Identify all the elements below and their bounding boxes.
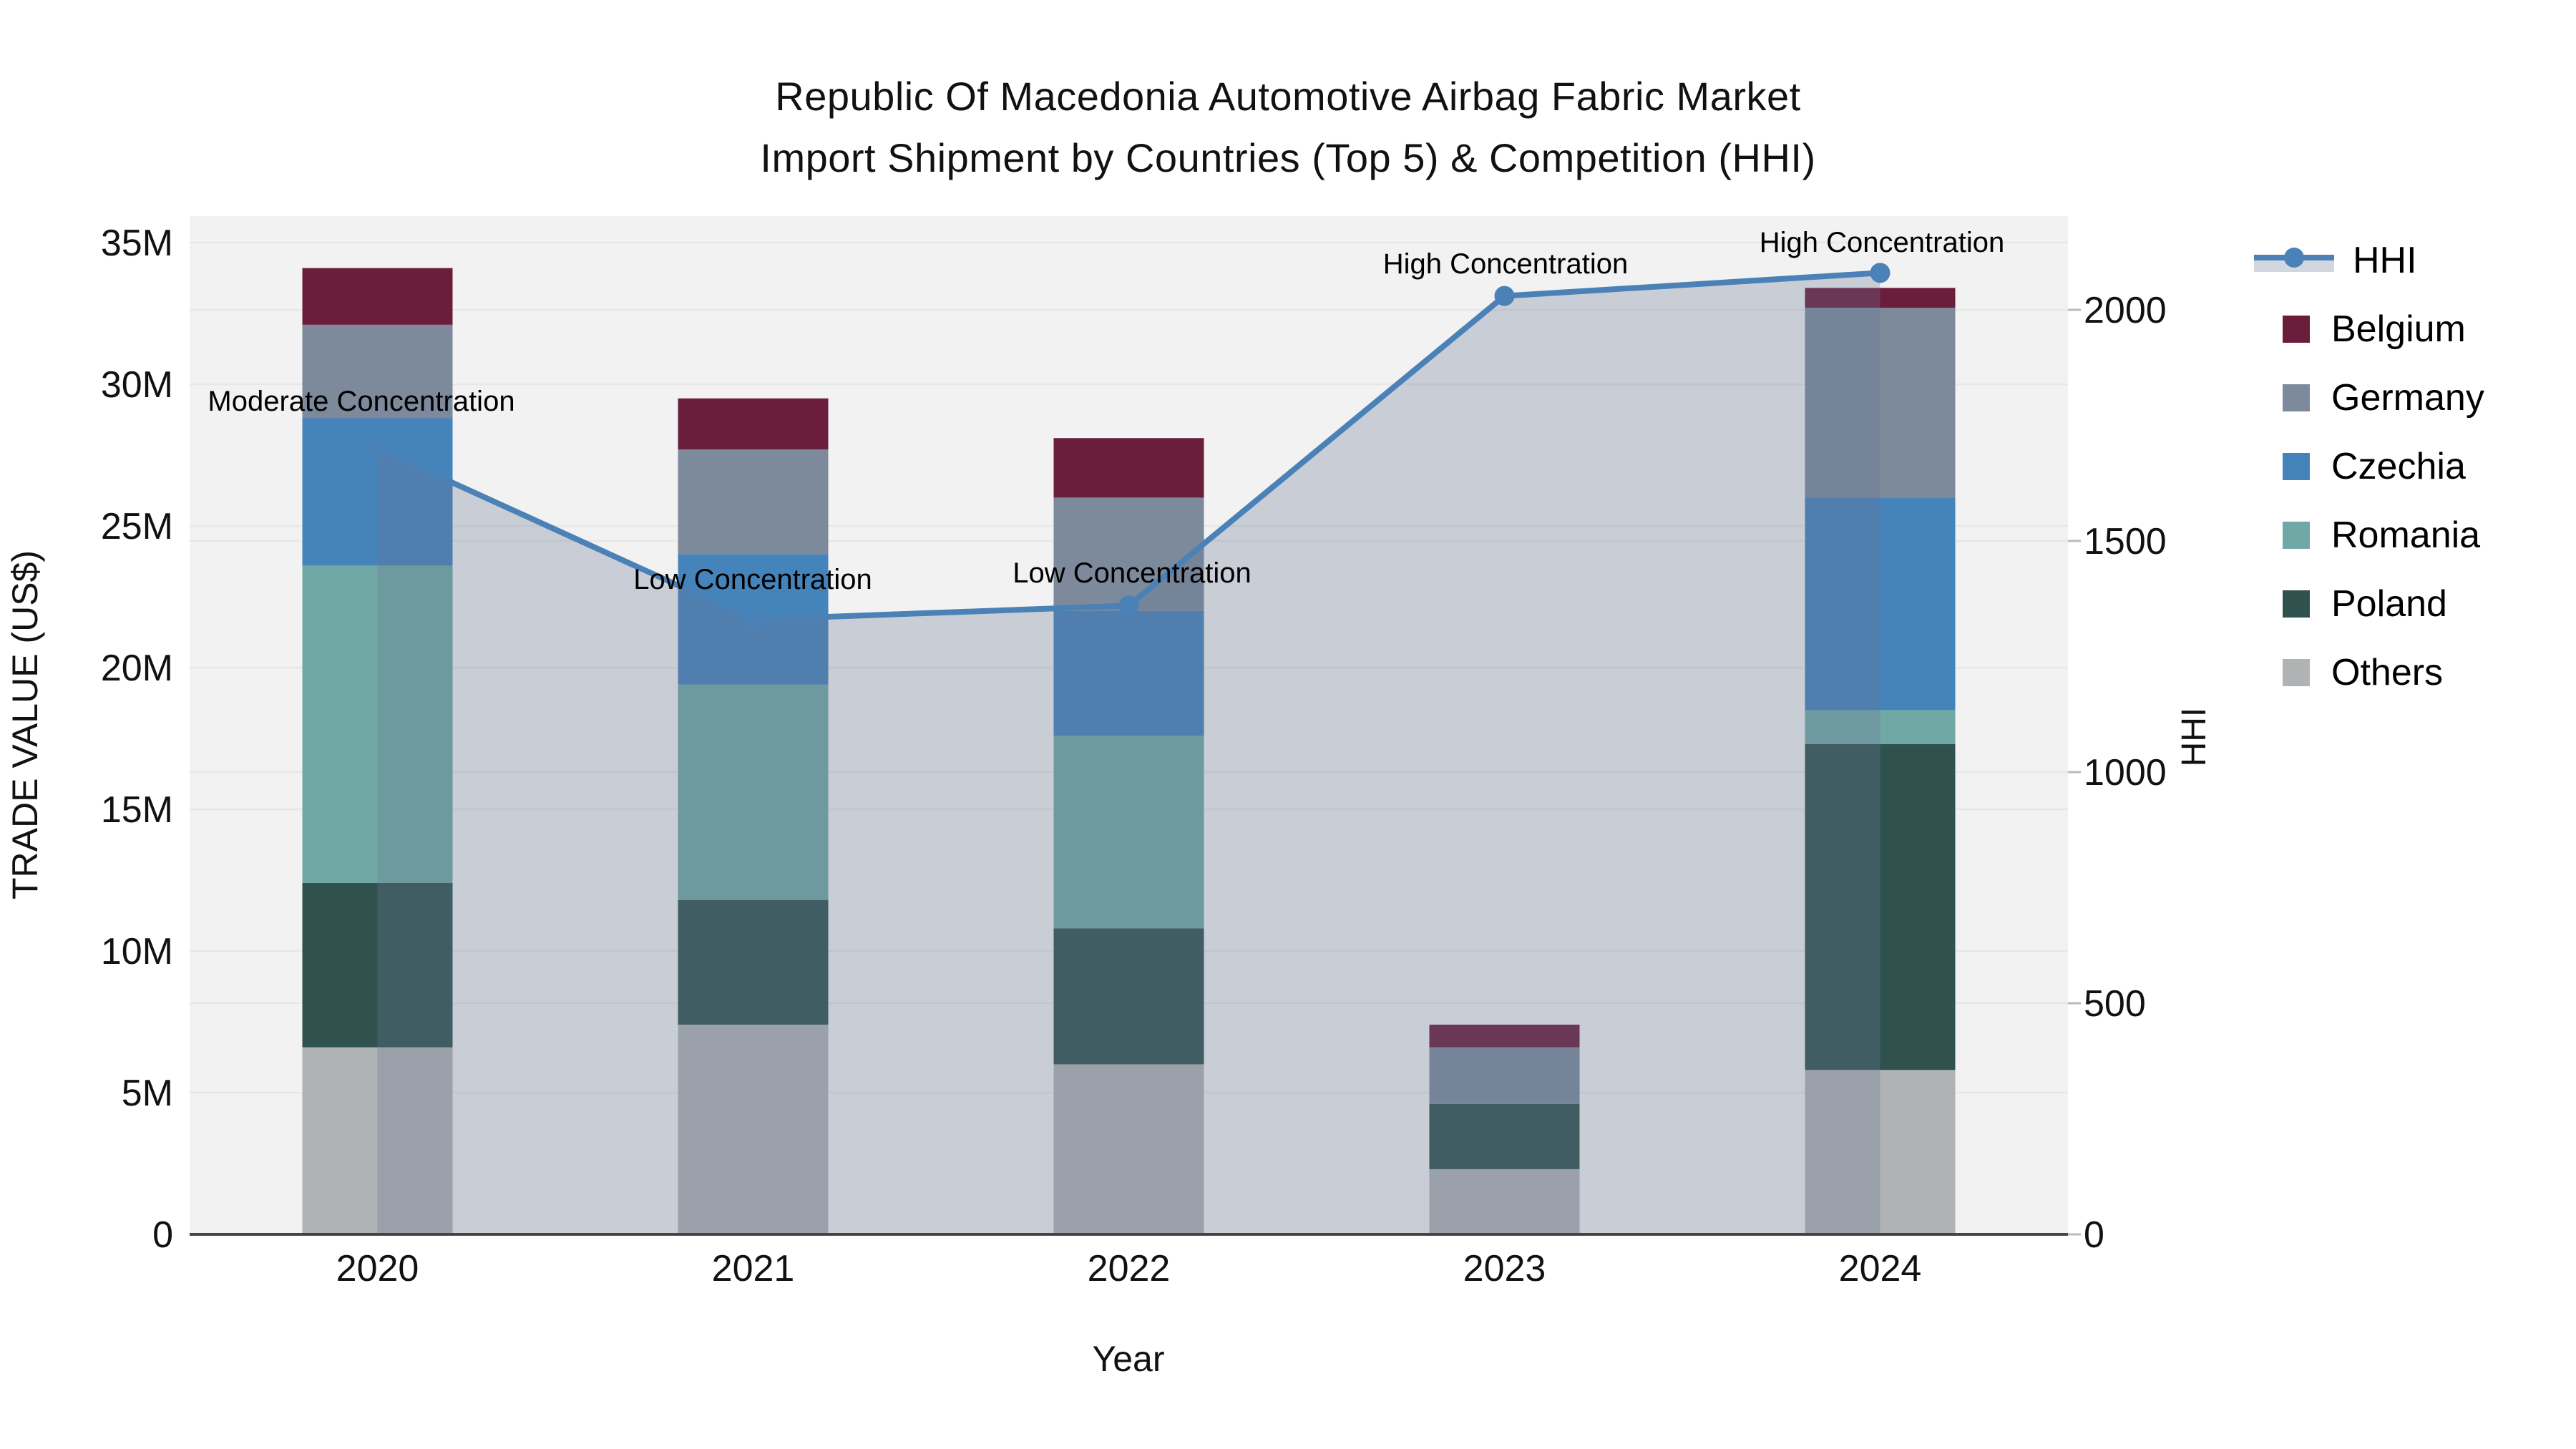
legend-label: Others: [2331, 652, 2444, 693]
y-right-axis-title: HHI: [2175, 708, 2213, 767]
legend-swatch-poland: [2283, 590, 2310, 618]
bar-segment-others-2021[interactable]: [678, 1024, 829, 1234]
legend-swatch-germany: [2283, 384, 2310, 411]
bar-segment-poland-2023[interactable]: [1429, 1103, 1580, 1169]
bar-segment-czechia-2022[interactable]: [1053, 610, 1204, 736]
annotation-2: Low Concentration: [1013, 557, 1252, 589]
bar-segment-belgium-2021[interactable]: [678, 398, 829, 450]
y-left-tick-30M: 30M: [101, 364, 173, 406]
x-tick-2023: 2023: [1463, 1248, 1546, 1289]
hhi-line-icon: [2254, 245, 2334, 276]
annotation-1: Low Concentration: [633, 564, 872, 595]
hhi-marker-2022[interactable]: [1118, 595, 1139, 616]
bar-segment-romania-2020[interactable]: [302, 565, 453, 883]
legend-label: Czechia: [2331, 446, 2466, 487]
y-left-tick-15M: 15M: [101, 789, 173, 831]
legend-item-czechia[interactable]: Czechia: [2254, 432, 2484, 501]
y-right-tick-1500: 1500: [2084, 521, 2167, 562]
legend-label: HHI: [2353, 240, 2417, 281]
y-left-tick-10M: 10M: [101, 931, 173, 972]
bar-segment-belgium-2023[interactable]: [1429, 1024, 1580, 1048]
chart-title-line2: Import Shipment by Countries (Top 5) & C…: [760, 135, 1816, 180]
bar-segment-others-2024[interactable]: [1805, 1070, 1956, 1234]
bar-segment-poland-2024[interactable]: [1805, 743, 1956, 1070]
y-left-tick-20M: 20M: [101, 648, 173, 689]
annotation-4: High Concentration: [1760, 227, 2004, 258]
x-axis-title: Year: [1092, 1339, 1164, 1379]
bar-segment-others-2020[interactable]: [302, 1047, 453, 1234]
bar-segment-romania-2024[interactable]: [1805, 710, 1956, 744]
legend-label: Belgium: [2331, 308, 2466, 350]
chart-legend: HHI Belgium Germany Czechia Romania Poland Oth…: [2254, 226, 2484, 707]
bar-segment-romania-2021[interactable]: [678, 684, 829, 900]
x-tick-2021: 2021: [712, 1248, 795, 1289]
x-tick-2020: 2020: [336, 1248, 419, 1289]
y-right-tick-1000: 1000: [2084, 752, 2167, 794]
legend-item-belgium[interactable]: Belgium: [2254, 295, 2484, 364]
x-tick-2022: 2022: [1088, 1248, 1171, 1289]
y-left-axis-title: TRADE VALUE (US$): [5, 550, 45, 899]
hhi-marker-2024[interactable]: [1870, 263, 1890, 283]
legend-item-romania[interactable]: Romania: [2254, 501, 2484, 570]
legend-label: Poland: [2331, 583, 2447, 625]
bar-segment-germany-2020[interactable]: [302, 324, 453, 419]
bar-segment-romania-2022[interactable]: [1053, 736, 1204, 929]
x-tick-2024: 2024: [1839, 1248, 1922, 1289]
hhi-marker-2023[interactable]: [1494, 286, 1515, 306]
chart-title-line1: Republic Of Macedonia Automotive Airbag …: [775, 74, 1801, 119]
legend-item-poland[interactable]: Poland: [2254, 570, 2484, 638]
y-left-tick-35M: 35M: [101, 223, 173, 264]
y-right-tick-2000: 2000: [2084, 290, 2167, 331]
bar-segment-belgium-2020[interactable]: [302, 268, 453, 325]
legend-label: Germany: [2331, 377, 2484, 419]
legend-label: Romania: [2331, 514, 2481, 556]
bar-segment-poland-2021[interactable]: [678, 899, 829, 1025]
bar-segment-poland-2020[interactable]: [302, 882, 453, 1048]
y-left-tick-0: 0: [152, 1214, 173, 1256]
y-right-tick-0: 0: [2084, 1214, 2104, 1256]
y-right-tick-500: 500: [2084, 983, 2146, 1025]
bar-segment-poland-2022[interactable]: [1053, 928, 1204, 1065]
chart-title: Republic Of Macedonia Automotive Airbag …: [0, 66, 2576, 189]
bar-segment-germany-2022[interactable]: [1053, 497, 1204, 611]
bar-segment-belgium-2024[interactable]: [1805, 288, 1956, 308]
bar-segment-czechia-2024[interactable]: [1805, 497, 1956, 711]
bar-segment-germany-2024[interactable]: [1805, 308, 1956, 498]
legend-swatch-czechia: [2283, 453, 2310, 480]
legend-swatch-romania: [2283, 522, 2310, 549]
legend-item-germany[interactable]: Germany: [2254, 364, 2484, 432]
bar-segment-belgium-2022[interactable]: [1053, 438, 1204, 498]
y-left-tick-5M: 5M: [122, 1073, 173, 1114]
annotation-0: Moderate Concentration: [208, 386, 514, 417]
hhi-area-fill: [377, 273, 1880, 1234]
hhi-marker-2020[interactable]: [367, 438, 388, 459]
bar-segment-germany-2021[interactable]: [678, 449, 829, 555]
legend-swatch-belgium: [2283, 316, 2310, 343]
annotation-3: High Concentration: [1383, 248, 1628, 280]
legend-swatch-others: [2283, 659, 2310, 686]
legend-item-hhi[interactable]: HHI: [2254, 226, 2484, 295]
hhi-marker-2021[interactable]: [743, 609, 763, 630]
legend-item-others[interactable]: Others: [2254, 638, 2484, 707]
y-left-tick-25M: 25M: [101, 506, 173, 547]
bar-segment-others-2023[interactable]: [1429, 1169, 1580, 1234]
bar-segment-germany-2023[interactable]: [1429, 1047, 1580, 1104]
bar-segment-others-2022[interactable]: [1053, 1064, 1204, 1234]
